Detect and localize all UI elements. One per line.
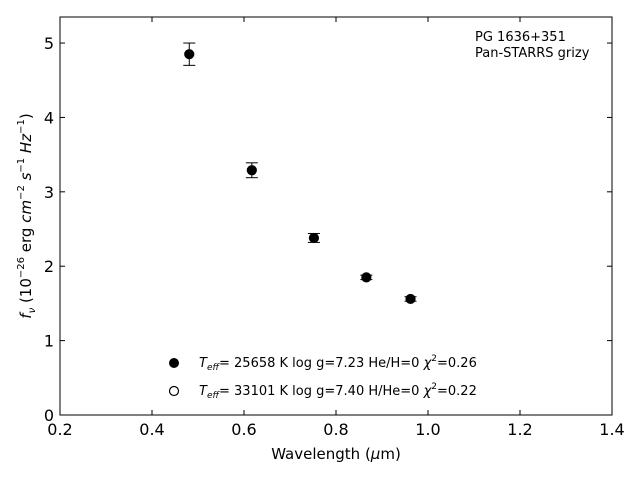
x-tick-label: 1.2 <box>507 420 532 439</box>
y-tick-label: 2 <box>44 257 54 276</box>
data-point <box>308 232 320 244</box>
y-tick-label: 1 <box>44 332 54 351</box>
x-tick-label: 0.4 <box>139 420 164 439</box>
legend-marker-open <box>168 385 180 397</box>
data-point <box>184 49 195 60</box>
y-tick-label: 4 <box>44 108 54 127</box>
legend-label-2: Teff= 33101 K log g=7.40 H/He=0 χ2=0.22 <box>199 382 477 401</box>
x-tick-label: 1.4 <box>599 420 624 439</box>
x-tick-label: 1.0 <box>415 420 440 439</box>
x-axis-title: Wavelength (μm) <box>271 445 401 463</box>
data-point <box>361 272 372 283</box>
x-axis: 0.2 0.4 0.6 0.8 1.0 1.2 1.4 <box>47 17 625 439</box>
y-tick-label: 3 <box>44 183 54 202</box>
annotation-survey: Pan-STARRS grizy <box>475 46 590 61</box>
y-tick-label: 5 <box>44 34 54 53</box>
x-tick-label: 0.2 <box>47 420 72 439</box>
y-tick-label: 0 <box>44 406 54 425</box>
legend-label-1: Teff= 25658 K log g=7.23 He/H=0 χ2=0.26 <box>199 354 477 373</box>
data-point <box>246 165 257 176</box>
x-tick-label: 0.8 <box>323 420 348 439</box>
annotation-object-name: PG 1636+351 <box>475 30 566 45</box>
y-axis-title: fν (10−26 erg cm−2 s−1 Hz−1) <box>16 113 38 318</box>
data-point <box>405 293 416 305</box>
legend: Teff= 25658 K log g=7.23 He/H=0 χ2=0.26 … <box>168 354 477 401</box>
data-points <box>183 42 417 305</box>
x-tick-label: 0.6 <box>231 420 256 439</box>
legend-marker-filled <box>169 358 179 368</box>
plot-area <box>59 16 613 416</box>
y-axis: 0 1 2 3 4 5 <box>44 34 612 425</box>
